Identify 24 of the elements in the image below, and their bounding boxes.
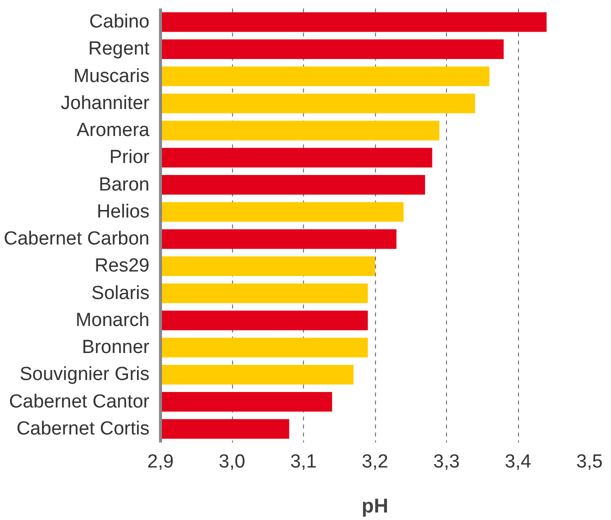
y-tick-label: Baron [98,174,150,196]
y-tick-label: Souvignier Gris [20,364,150,386]
y-tick-label: Bronner [82,337,150,358]
x-tick-label: 3,3 [433,452,460,472]
y-tick-label: Johanniter [60,92,150,114]
x-tick-label: 2,9 [147,452,174,472]
x-tick-label: 3,0 [218,452,246,472]
y-tick-label: Cabernet Carbon [4,228,150,250]
x-tick-label: 3,1 [290,452,317,472]
y-tick-label: Muscaris [73,66,150,87]
y-tick-label: Monarch [76,310,150,331]
y-tick-label: Solaris [91,282,150,304]
x-tick-label: 3,5 [576,452,603,472]
x-axis-title: pH [362,496,388,518]
y-tick-label: Regent [88,38,150,60]
y-tick-label: Res29 [94,256,150,277]
y-tick-label: Cabino [89,12,150,33]
y-tick-label: Cabernet Cantor [9,391,150,412]
x-tick-label: 3,2 [362,452,388,472]
y-tick-label: Helios [96,201,150,222]
y-tick-label: Cabernet Cortis [16,418,150,440]
y-tick-label: Prior [109,147,150,168]
y-tick-label: Aromera [76,120,150,142]
x-tick-label: 3,4 [504,452,532,472]
